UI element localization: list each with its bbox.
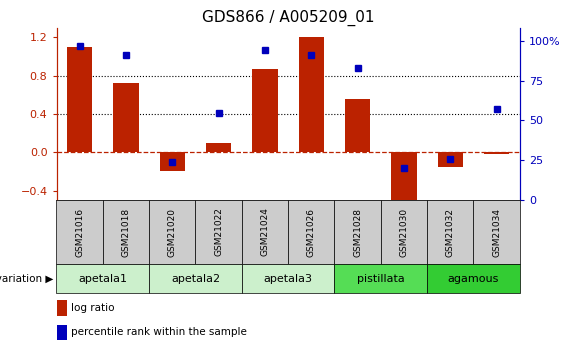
- FancyBboxPatch shape: [242, 200, 288, 264]
- Bar: [345, 99, 371, 152]
- Bar: [67, 47, 93, 152]
- Title: GDS866 / A005209_01: GDS866 / A005209_01: [202, 10, 375, 26]
- FancyBboxPatch shape: [288, 200, 334, 264]
- Text: apetala2: apetala2: [171, 274, 220, 284]
- Bar: [298, 37, 324, 152]
- FancyBboxPatch shape: [242, 264, 334, 293]
- FancyBboxPatch shape: [334, 200, 381, 264]
- FancyBboxPatch shape: [149, 200, 195, 264]
- FancyBboxPatch shape: [56, 200, 103, 264]
- Text: GSM21028: GSM21028: [353, 207, 362, 257]
- Bar: [113, 83, 139, 152]
- Text: GSM21024: GSM21024: [260, 208, 270, 256]
- Text: genotype/variation ▶: genotype/variation ▶: [0, 274, 54, 284]
- Bar: [437, 152, 463, 167]
- Bar: [391, 152, 417, 202]
- Bar: [252, 69, 278, 152]
- FancyBboxPatch shape: [56, 264, 149, 293]
- Text: GSM21022: GSM21022: [214, 208, 223, 256]
- Text: percentile rank within the sample: percentile rank within the sample: [71, 327, 247, 337]
- FancyBboxPatch shape: [334, 264, 427, 293]
- Bar: [56, 325, 67, 340]
- Text: agamous: agamous: [448, 274, 499, 284]
- Text: GSM21020: GSM21020: [168, 207, 177, 257]
- FancyBboxPatch shape: [473, 200, 520, 264]
- Text: GSM21018: GSM21018: [121, 207, 131, 257]
- Bar: [159, 152, 185, 171]
- Text: apetala3: apetala3: [264, 274, 312, 284]
- Text: log ratio: log ratio: [71, 303, 115, 313]
- Text: GSM21026: GSM21026: [307, 207, 316, 257]
- FancyBboxPatch shape: [149, 264, 242, 293]
- FancyBboxPatch shape: [103, 200, 149, 264]
- FancyBboxPatch shape: [427, 200, 473, 264]
- Text: GSM21032: GSM21032: [446, 207, 455, 257]
- Text: GSM21030: GSM21030: [399, 207, 408, 257]
- Text: GSM21016: GSM21016: [75, 207, 84, 257]
- Bar: [206, 142, 232, 152]
- Bar: [56, 300, 67, 316]
- FancyBboxPatch shape: [427, 264, 520, 293]
- FancyBboxPatch shape: [381, 200, 427, 264]
- Text: apetala1: apetala1: [79, 274, 127, 284]
- Text: pistillata: pistillata: [357, 274, 405, 284]
- Bar: [484, 152, 510, 154]
- Text: GSM21034: GSM21034: [492, 207, 501, 257]
- FancyBboxPatch shape: [195, 200, 242, 264]
